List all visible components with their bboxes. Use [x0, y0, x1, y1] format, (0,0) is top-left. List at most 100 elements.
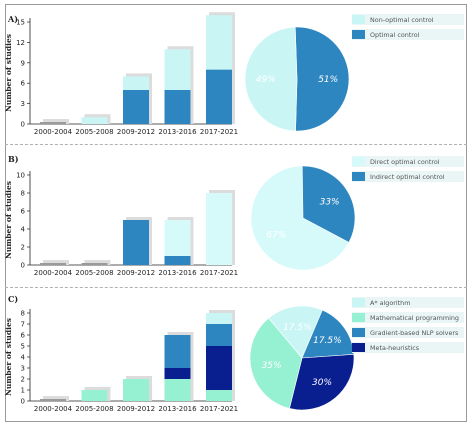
panel-label: A) [7, 14, 18, 24]
pie-slice [250, 165, 350, 271]
y-tick-label: 3 [21, 100, 25, 108]
bar-segment [123, 220, 149, 265]
bar-segment [81, 117, 108, 124]
pie-slice-label: 30% [312, 378, 332, 388]
y-tick-label: 3 [21, 365, 25, 373]
x-tick-label: 2009-2012 [117, 128, 155, 136]
panel-label: C) [8, 294, 18, 304]
legend-item-bg [352, 297, 464, 308]
y-tick-label: 0 [21, 262, 25, 270]
bar-segment [164, 90, 191, 124]
panel-label: B) [8, 154, 19, 164]
x-tick-label: 2005-2008 [75, 128, 113, 136]
bar-segment [206, 390, 232, 401]
pie-slice [268, 305, 323, 359]
bar-segment [164, 335, 191, 368]
y-tick-label: 10 [16, 172, 25, 180]
bar-segment [164, 49, 191, 90]
x-tick-label: 2005-2008 [75, 405, 113, 413]
x-tick-label: 2000-2004 [34, 269, 73, 277]
bar-segment [123, 379, 149, 401]
y-tick-label: 4 [21, 354, 26, 362]
bar-segment [164, 379, 191, 401]
y-tick-label: 6 [21, 332, 26, 340]
legend-item-bg [352, 327, 464, 338]
panel-divider [5, 287, 467, 288]
y-axis-label: Number of studies [4, 181, 13, 259]
y-tick-label: 6 [21, 80, 26, 88]
legend-label: Optimal control [370, 31, 420, 39]
bar-segment [206, 69, 232, 124]
x-tick-label: 2000-2004 [34, 405, 73, 413]
legend-swatch [352, 298, 365, 307]
y-tick-label: 2 [21, 244, 25, 252]
legend-swatch [352, 172, 365, 181]
pie-slice-label: 51% [318, 75, 338, 85]
bar-segment [123, 90, 149, 124]
x-tick-label: 2017-2021 [200, 405, 238, 413]
y-axis-label: Number of studies [4, 34, 13, 112]
y-tick-label: 15 [16, 19, 25, 27]
y-tick-label: 6 [21, 208, 26, 216]
bar-segment [164, 220, 191, 256]
bar-zero-marker [40, 399, 66, 401]
pie-slice [301, 165, 356, 243]
legend-label: Non-optimal control [370, 16, 434, 24]
legend-item-bg [352, 342, 464, 353]
bar-segment [164, 368, 191, 379]
y-tick-label: 2 [21, 376, 25, 384]
pie-slice-label: 17.5% [283, 323, 312, 333]
bar-segment [206, 15, 232, 70]
pie-slice-label: 17.5% [313, 336, 342, 346]
bar-segment [206, 193, 232, 265]
y-axis-label: Number of studies [4, 318, 13, 396]
y-tick-label: 1 [21, 387, 25, 395]
bar-segment [206, 346, 232, 390]
pie-slice-label: 49% [256, 75, 276, 85]
x-tick-label: 2005-2008 [75, 269, 113, 277]
y-tick-label: 8 [21, 190, 25, 198]
y-tick-label: 0 [21, 398, 25, 406]
x-tick-label: 2013-2016 [158, 269, 197, 277]
bar-segment [206, 313, 232, 324]
bar-zero-marker [40, 122, 66, 124]
bar-segment [81, 390, 108, 401]
x-tick-label: 2017-2021 [200, 128, 238, 136]
bar-segment [123, 76, 149, 90]
legend-label: Direct optimal control [370, 158, 440, 166]
bar-segment [206, 324, 232, 346]
x-tick-label: 2017-2021 [200, 269, 238, 277]
legend-label: Gradient-based NLP solvers [370, 329, 459, 337]
legend-label: Mathematical programming [370, 314, 459, 322]
pie-slice [294, 26, 350, 132]
y-tick-label: 5 [21, 343, 25, 351]
legend-item-bg [352, 156, 464, 167]
y-tick-label: 9 [21, 59, 25, 67]
legend-swatch [352, 157, 365, 166]
legend-item-bg [352, 312, 464, 323]
pie-slice [249, 317, 303, 409]
y-tick-label: 4 [21, 226, 26, 234]
bar-zero-marker [40, 263, 66, 265]
panel-divider [5, 144, 467, 145]
legend-item-bg [352, 14, 464, 25]
pie-slice-label: 67% [266, 230, 286, 240]
legend-swatch [352, 313, 365, 322]
x-tick-label: 2013-2016 [158, 405, 197, 413]
bar-zero-marker [81, 263, 108, 265]
legend-label: Meta-heuristics [370, 344, 420, 352]
y-tick-label: 0 [21, 121, 25, 129]
legend-label: A* algorithm [370, 299, 410, 307]
y-tick-label: 12 [16, 39, 25, 47]
bar-shadow [43, 260, 69, 265]
bar-shadow [84, 260, 111, 265]
x-tick-label: 2000-2004 [34, 128, 73, 136]
pie-slice-label: 35% [262, 361, 282, 371]
legend-swatch [352, 343, 365, 352]
legend-swatch [352, 328, 365, 337]
y-tick-label: 8 [21, 310, 25, 318]
legend-item-bg [352, 171, 464, 182]
pie-slice-label: 33% [320, 198, 340, 208]
figure-frame [5, 4, 467, 422]
